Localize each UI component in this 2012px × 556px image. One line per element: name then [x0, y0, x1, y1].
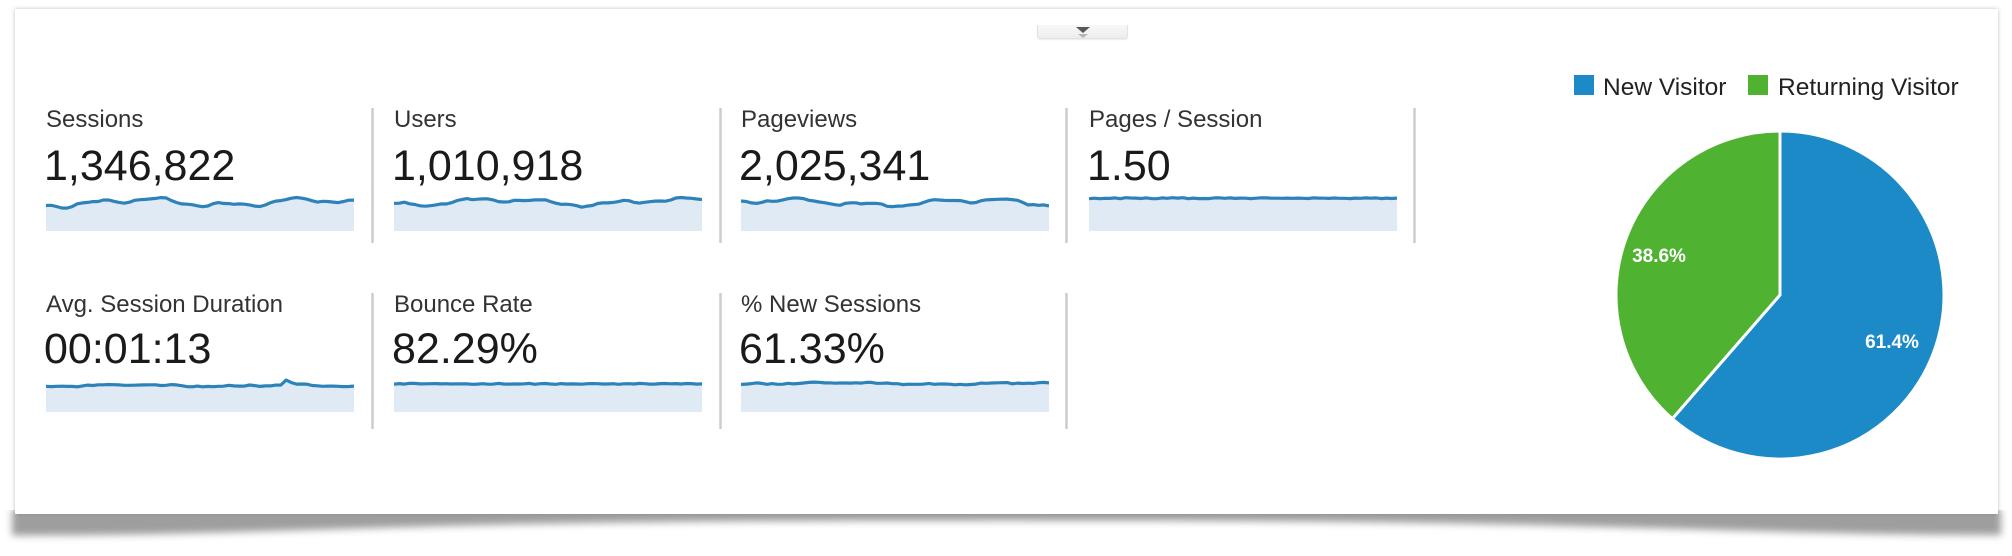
svg-text:61.4%: 61.4%	[1865, 332, 1919, 353]
svg-text:38.6%: 38.6%	[1632, 246, 1686, 267]
